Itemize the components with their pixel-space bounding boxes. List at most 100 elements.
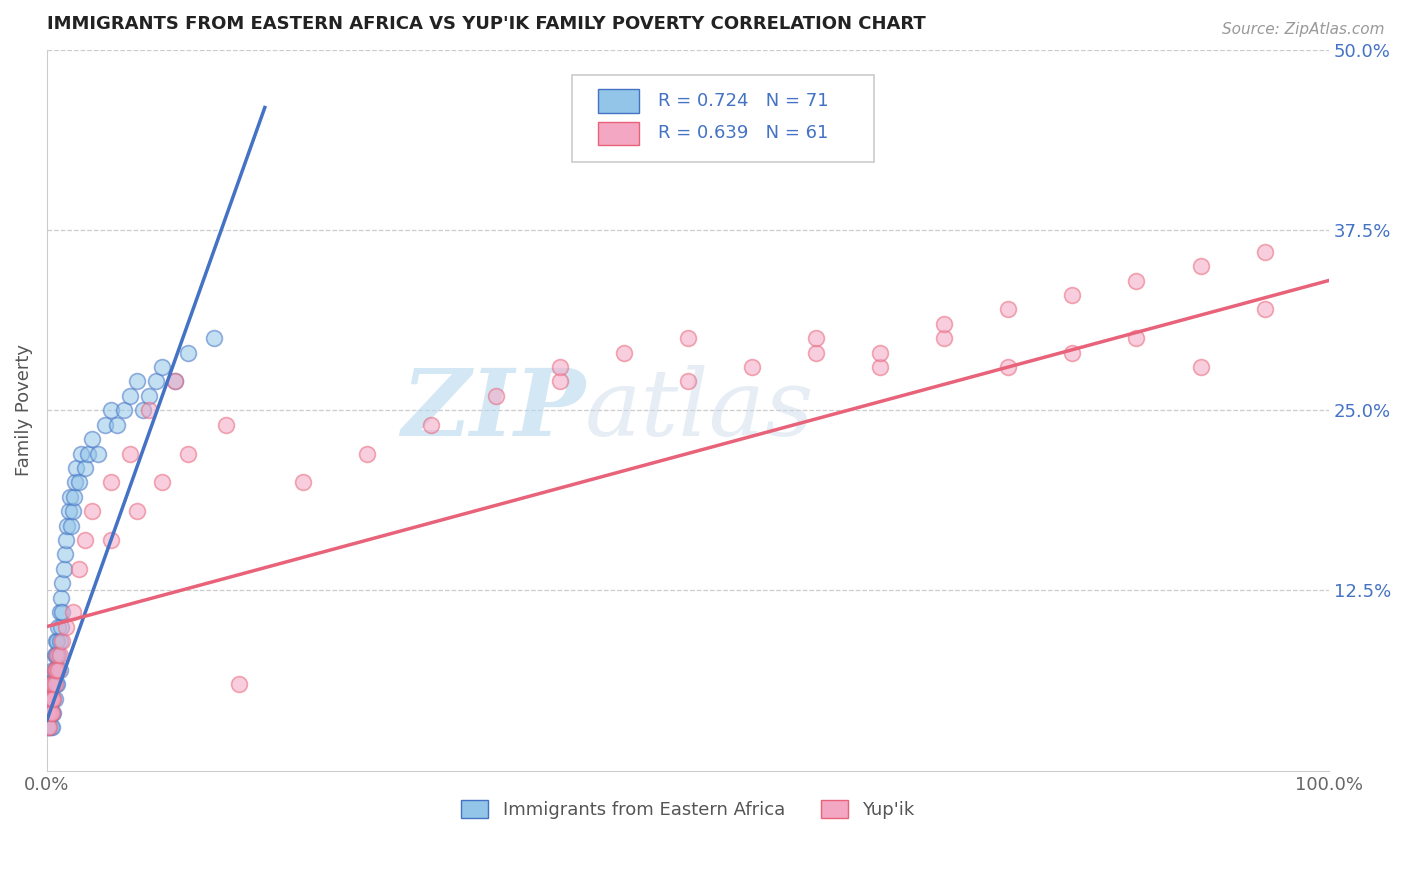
Point xyxy=(49,619,72,633)
Point xyxy=(42,706,65,720)
Point xyxy=(45,648,67,663)
Point xyxy=(38,691,60,706)
Point xyxy=(52,562,75,576)
Point xyxy=(42,663,65,677)
Point xyxy=(165,375,187,389)
Point xyxy=(120,446,142,460)
Point xyxy=(59,490,82,504)
Point xyxy=(80,504,103,518)
Point xyxy=(138,389,160,403)
Point xyxy=(48,634,70,648)
Point xyxy=(41,677,63,691)
Point xyxy=(37,691,59,706)
Point xyxy=(38,706,60,720)
Point xyxy=(39,691,62,706)
Point xyxy=(112,403,135,417)
Point xyxy=(46,634,69,648)
Point xyxy=(87,446,110,460)
Point xyxy=(177,446,200,460)
Point xyxy=(42,677,65,691)
Point xyxy=(100,533,122,547)
Point xyxy=(39,677,62,691)
Point xyxy=(48,605,70,619)
Point xyxy=(105,417,128,432)
Point xyxy=(39,677,62,691)
Point xyxy=(215,417,238,432)
Point xyxy=(1062,345,1084,359)
Point xyxy=(38,721,60,735)
Point xyxy=(741,359,763,374)
Point xyxy=(676,375,699,389)
Point xyxy=(44,663,66,677)
FancyBboxPatch shape xyxy=(598,122,640,145)
Point xyxy=(484,389,506,403)
Point xyxy=(41,691,63,706)
Point xyxy=(37,691,59,706)
Point xyxy=(80,432,103,446)
Point xyxy=(38,691,60,706)
Point xyxy=(44,663,66,677)
Point xyxy=(934,317,956,331)
Point xyxy=(934,331,956,345)
Point xyxy=(44,677,66,691)
Point xyxy=(165,375,187,389)
Point xyxy=(100,403,122,417)
Point xyxy=(177,345,200,359)
Point xyxy=(997,359,1019,374)
FancyBboxPatch shape xyxy=(572,75,873,161)
Point xyxy=(67,475,90,490)
Point xyxy=(62,504,84,518)
Point xyxy=(41,706,63,720)
Text: atlas: atlas xyxy=(585,365,814,455)
Point xyxy=(132,403,155,417)
Point xyxy=(1062,288,1084,302)
Point xyxy=(49,591,72,605)
Y-axis label: Family Poverty: Family Poverty xyxy=(15,344,32,476)
Text: R = 0.724   N = 71: R = 0.724 N = 71 xyxy=(658,92,830,110)
Point xyxy=(44,691,66,706)
Point xyxy=(37,721,59,735)
Point xyxy=(42,691,65,706)
Point xyxy=(356,446,378,460)
Point xyxy=(613,345,636,359)
FancyBboxPatch shape xyxy=(598,89,640,112)
Point xyxy=(53,548,76,562)
Point xyxy=(997,302,1019,317)
Point xyxy=(120,389,142,403)
Point xyxy=(39,706,62,720)
Point xyxy=(548,359,571,374)
Point xyxy=(1125,331,1147,345)
Point xyxy=(62,490,84,504)
Point xyxy=(39,706,62,720)
Point xyxy=(150,475,173,490)
Point xyxy=(38,691,60,706)
Point xyxy=(1189,359,1212,374)
Text: Source: ZipAtlas.com: Source: ZipAtlas.com xyxy=(1222,22,1385,37)
Point xyxy=(63,475,86,490)
Point xyxy=(60,518,83,533)
Point xyxy=(93,417,115,432)
Point xyxy=(804,345,827,359)
Point xyxy=(55,619,77,633)
Point xyxy=(420,417,443,432)
Point xyxy=(37,706,59,720)
Point xyxy=(65,461,87,475)
Point xyxy=(38,721,60,735)
Point xyxy=(44,648,66,663)
Point xyxy=(77,446,100,460)
Point xyxy=(138,403,160,417)
Point xyxy=(56,518,79,533)
Point xyxy=(75,533,97,547)
Text: IMMIGRANTS FROM EASTERN AFRICA VS YUP'IK FAMILY POVERTY CORRELATION CHART: IMMIGRANTS FROM EASTERN AFRICA VS YUP'IK… xyxy=(46,15,925,33)
Point xyxy=(46,677,69,691)
Point xyxy=(100,475,122,490)
Point xyxy=(51,605,73,619)
Point xyxy=(42,691,65,706)
Point xyxy=(67,562,90,576)
Point xyxy=(202,331,225,345)
Point xyxy=(41,706,63,720)
Point xyxy=(42,677,65,691)
Point xyxy=(1253,244,1275,259)
Point xyxy=(869,359,891,374)
Point xyxy=(38,677,60,691)
